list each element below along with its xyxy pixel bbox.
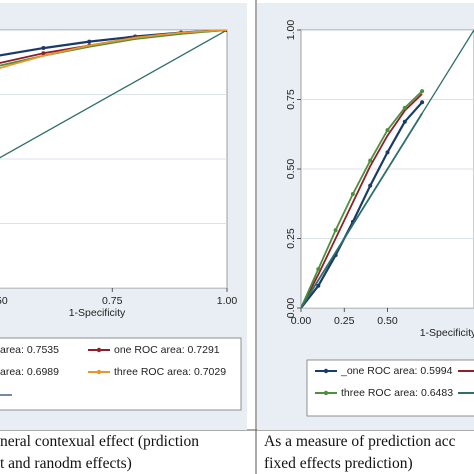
- right-panel: 0.00 0.25 0.50 1-Specificity 0.00 0.25 0.50 0.7…: [257, 3, 474, 430]
- left-legend-label-3: three ROC area: 0.7029: [114, 366, 226, 378]
- left-legend-marker-1: [96, 347, 102, 353]
- left-legend-label-0: area: 0.7535: [0, 344, 59, 356]
- left-caption-line-1: neral contexual effect (prdiction: [0, 433, 199, 450]
- right-series-2-point-3: [350, 192, 355, 197]
- right-caption-line-2: fixed effects prediction): [264, 455, 413, 472]
- right-series-2-point-5: [385, 128, 390, 133]
- right-series-0-point-4: [368, 183, 373, 188]
- right-xtick-label-0: 0.00: [291, 315, 312, 327]
- left-xtick-label-0: 0.50: [0, 295, 8, 307]
- right-legend-box: [306, 359, 474, 417]
- right-series-1-line: [301, 93, 423, 308]
- left-x-axis-label: 1-Specificity: [69, 307, 126, 319]
- right-ytick-label-1: 0.25: [285, 228, 297, 249]
- left-caption-line-2: t and ranodm effects): [0, 455, 132, 472]
- left-series-3-line: [0, 30, 227, 69]
- right-series-0-point-6: [402, 119, 407, 124]
- left-plot-content: [0, 30, 227, 288]
- right-ytick-label-3: 0.75: [285, 89, 297, 110]
- left-reference-line: [0, 30, 227, 159]
- right-caption-line-1: As a measure of prediction acc: [264, 433, 456, 450]
- right-ytick-label-2: 0.50: [285, 159, 297, 180]
- right-series-0-point-7: [420, 100, 425, 105]
- right-plot-content: [301, 30, 474, 308]
- right-series-0-line: [301, 101, 423, 308]
- right-ytick-label-0: 0.00: [285, 298, 297, 319]
- left-xtick-label-1: 0.75: [102, 295, 123, 307]
- left-legend-label-1: one ROC area: 0.7291: [114, 344, 220, 356]
- left-series-1-point-6: [41, 51, 46, 56]
- right-ytick-label-4: 1.00: [285, 20, 297, 41]
- right-xtick-label-1: 0.25: [334, 315, 355, 327]
- left-series-0-point-7: [87, 39, 92, 44]
- right-series-2-point-2: [333, 228, 338, 233]
- right-series-3-line: [301, 112, 423, 308]
- right-series-2-line: [301, 90, 423, 308]
- right-legend-marker-0: [323, 368, 329, 374]
- right-xtick-label-2: 0.50: [377, 315, 398, 327]
- right-x-axis-label: 1-Specificity: [420, 327, 474, 339]
- right-legend-label-0: _one ROC area: 0.5994: [340, 365, 453, 377]
- right-series-2-point-1: [316, 267, 321, 272]
- right-series-0-point-5: [385, 150, 390, 155]
- captions-layer: neral contexual effect (prdiction t and …: [0, 433, 456, 472]
- right-series-2-point-7: [420, 89, 425, 94]
- left-panel: 0.50 0.75 1.00 1-Specificity area: 0.7535 one…: [0, 3, 247, 430]
- left-legend-label-2: area: 0.6989: [0, 366, 59, 378]
- right-series-2-point-6: [402, 105, 407, 110]
- right-legend-marker-1: [323, 390, 329, 396]
- right-series-2-point-4: [368, 158, 373, 163]
- left-series-2-line: [0, 30, 227, 67]
- right-series-0-point-1: [316, 283, 321, 288]
- left-legend-marker-3: [96, 369, 102, 375]
- left-legend-box: [0, 337, 242, 411]
- right-legend-label-1: three ROC area: 0.6483: [341, 387, 453, 399]
- left-xtick-label-2: 1.00: [217, 295, 238, 307]
- left-series-0-point-6: [41, 46, 46, 51]
